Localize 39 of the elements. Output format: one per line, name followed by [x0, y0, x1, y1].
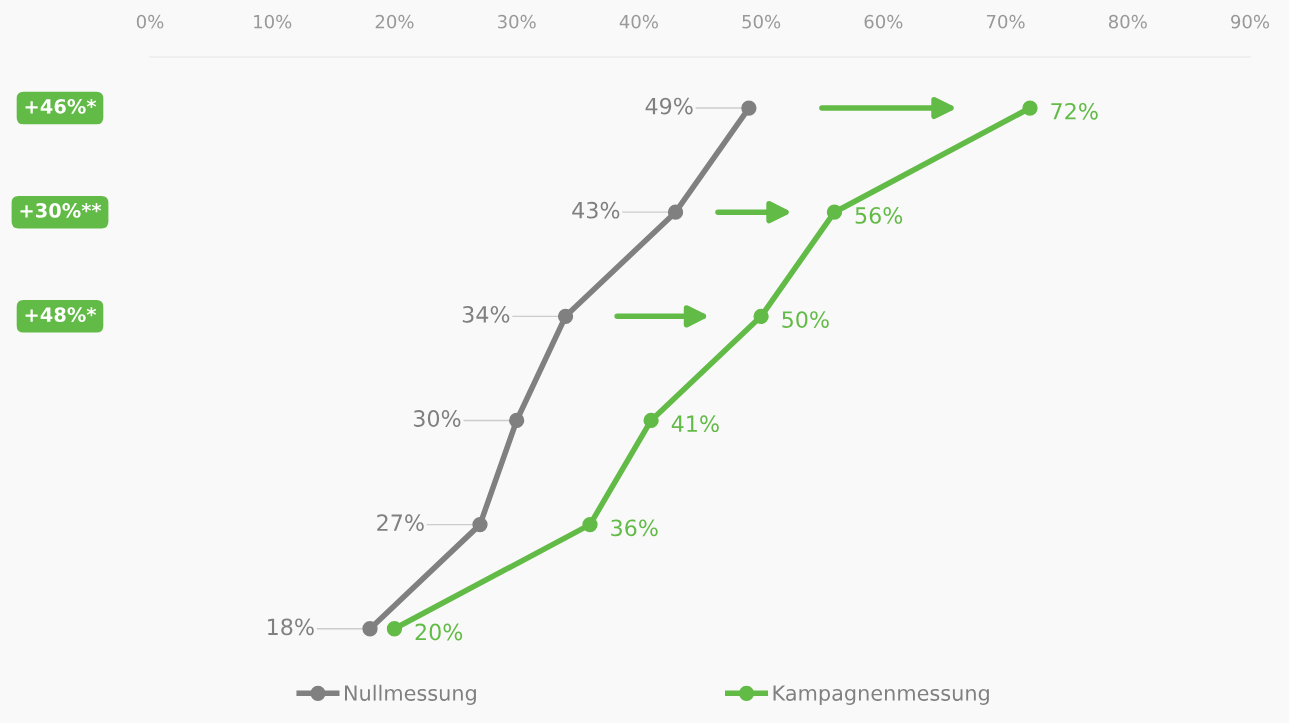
data-label: 56%	[855, 207, 903, 224]
point	[582, 516, 598, 533]
legend-label: Kampagnenmessung	[773, 685, 989, 705]
legend-label: Nullmessung	[345, 684, 476, 705]
point	[643, 412, 659, 429]
data-label: 27%	[377, 514, 424, 532]
x-tick-label: 30%	[497, 14, 536, 29]
data-label: 20%	[415, 623, 463, 641]
point	[386, 621, 403, 637]
point	[667, 204, 684, 220]
data-label: 30%	[413, 410, 461, 427]
point	[557, 308, 574, 324]
x-tick-label: 60%	[864, 14, 903, 29]
data-label: 72%	[1051, 102, 1098, 120]
point	[741, 100, 757, 116]
text: +48%*	[25, 307, 97, 322]
data-label: 41%	[671, 415, 719, 433]
x-tick-label: 90%	[1231, 14, 1270, 29]
data-label: 36%	[611, 519, 658, 537]
data-label: 18%	[268, 618, 314, 636]
point	[362, 621, 378, 637]
x-tick-label: 70%	[986, 14, 1025, 29]
text: +46%*	[25, 98, 97, 114]
data-label: 43%	[572, 201, 620, 219]
point	[1022, 100, 1038, 116]
x-tick-label: 0%	[136, 14, 164, 29]
point	[826, 204, 843, 220]
x-tick-label: 20%	[375, 14, 414, 29]
x-tick-label: 50%	[742, 14, 781, 29]
data-label: 49%	[645, 97, 693, 115]
text: +30%**	[20, 203, 102, 218]
data-label: 34%	[462, 305, 510, 323]
x-tick-label: 10%	[254, 14, 292, 29]
point	[509, 412, 525, 429]
x-tick-label: 80%	[1108, 14, 1147, 29]
point	[753, 308, 769, 324]
x-tick-label: 40%	[619, 14, 658, 29]
data-label: 50%	[782, 311, 829, 328]
point	[472, 516, 488, 533]
